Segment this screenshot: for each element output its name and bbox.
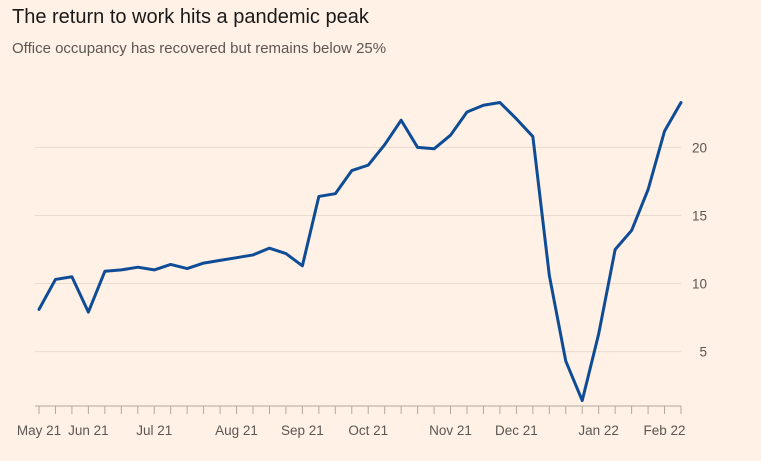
series-line-office-occupancy xyxy=(37,101,683,403)
series-layer xyxy=(37,101,683,403)
x-tick-label: Aug 21 xyxy=(215,423,258,438)
x-tick-label: Sep 21 xyxy=(281,423,324,438)
y-tick-label: 20 xyxy=(692,140,707,155)
y-tick-label: 5 xyxy=(699,345,707,360)
x-tick-label: May 21 xyxy=(17,423,61,438)
axis-labels: 5 10 15 20 May 21 Jun 21 Jul 21 Aug 21 Sep 21 Oct… xyxy=(17,140,707,438)
x-tick-label: Jan 22 xyxy=(578,423,619,438)
x-axis xyxy=(35,405,682,414)
y-tick-label: 15 xyxy=(692,208,707,223)
y-tick-label: 10 xyxy=(692,277,707,292)
gridlines xyxy=(35,146,681,353)
x-tick-label: Feb 22 xyxy=(644,423,686,438)
chart-title: The return to work hits a pandemic peak xyxy=(12,6,369,28)
x-tick-label: Nov 21 xyxy=(429,423,472,438)
x-tick-label: Jun 21 xyxy=(68,423,109,438)
x-tick-label: Oct 21 xyxy=(348,423,388,438)
chart-subtitle: Office occupancy has recovered but remai… xyxy=(12,40,387,57)
x-tick-label: Dec 21 xyxy=(495,423,538,438)
x-tick-label: Jul 21 xyxy=(136,423,172,438)
